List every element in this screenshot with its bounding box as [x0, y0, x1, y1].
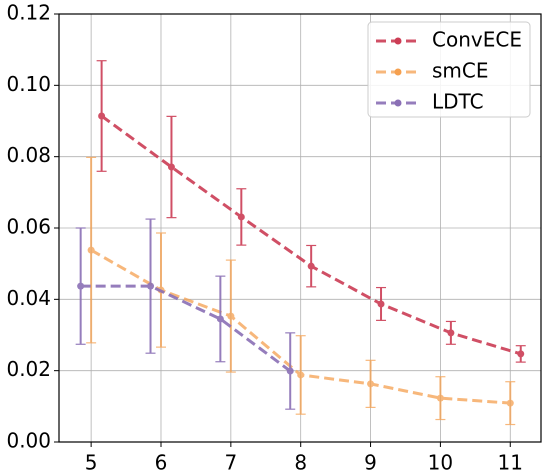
y-tick-label: 0.06	[6, 215, 51, 239]
y-tick-label: 0.00	[6, 429, 51, 453]
marker	[77, 282, 85, 290]
x-tick-label: 11	[498, 451, 523, 475]
marker	[447, 329, 455, 337]
marker	[436, 394, 444, 402]
marker	[167, 163, 175, 171]
legend-label: ConvECE	[432, 28, 522, 52]
legend-marker	[394, 37, 402, 45]
series-line	[100, 114, 522, 356]
marker	[307, 262, 315, 270]
marker	[506, 399, 514, 407]
marker	[87, 246, 95, 254]
legend-label: smCE	[432, 59, 489, 83]
x-tick-label: 10	[428, 451, 453, 475]
y-tick-label: 0.08	[6, 143, 51, 167]
legend-marker	[394, 99, 402, 107]
x-tick-label: 5	[85, 451, 98, 475]
marker	[377, 300, 385, 308]
x-tick-label: 6	[155, 451, 168, 475]
x-tick-label: 9	[364, 451, 377, 475]
marker	[98, 112, 106, 120]
marker	[297, 371, 305, 379]
legend-label: LDTC	[432, 90, 484, 114]
series	[75, 218, 296, 410]
marker	[367, 380, 375, 388]
y-tick-label: 0.10	[6, 72, 51, 96]
series	[96, 60, 526, 363]
ticks: 5 6 7 8 9 10 11 0.00 0.02 0.04 0.06 0.08 0.10 0.12	[6, 1, 523, 475]
x-tick-label: 7	[224, 451, 237, 475]
marker	[216, 315, 224, 323]
y-tick-label: 0.12	[6, 1, 51, 25]
marker	[517, 350, 525, 358]
series-line	[80, 284, 292, 373]
legend: ConvECE smCE LDTC	[367, 21, 531, 118]
marker	[237, 213, 245, 221]
x-tick-label: 8	[294, 451, 307, 475]
legend-box	[367, 21, 531, 118]
marker	[227, 312, 235, 320]
y-tick-label: 0.04	[6, 286, 51, 310]
marks	[75, 60, 526, 426]
y-tick-label: 0.02	[6, 357, 51, 381]
marker	[147, 282, 155, 290]
marker	[286, 367, 294, 375]
legend-marker	[394, 68, 402, 76]
